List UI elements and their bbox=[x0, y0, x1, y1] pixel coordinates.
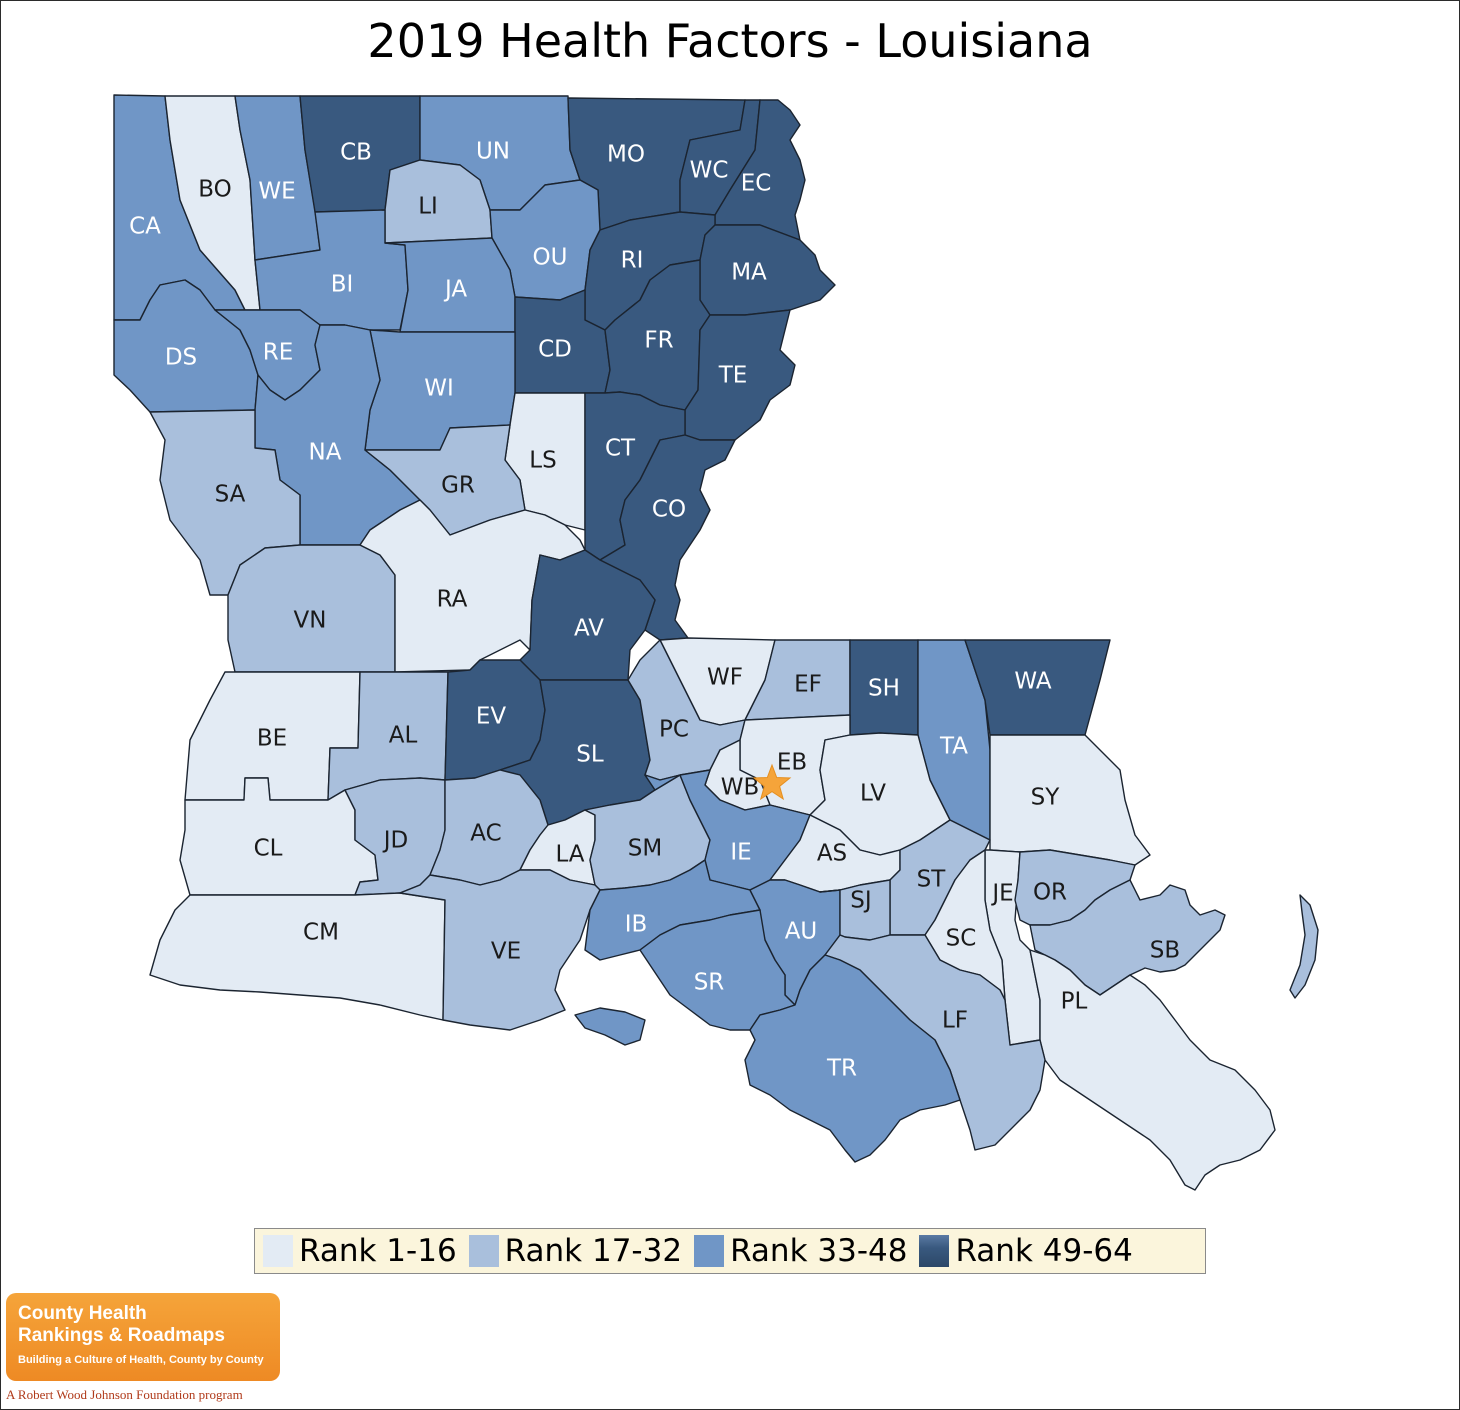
parish-label-ta: TA bbox=[939, 734, 968, 760]
parish-label-pl: PL bbox=[1061, 989, 1088, 1015]
parish-label-mo: MO bbox=[607, 142, 645, 168]
legend-label: Rank 33-48 bbox=[730, 1233, 908, 1269]
parish-sb-island[interactable] bbox=[1289, 894, 1319, 999]
parish-pl[interactable] bbox=[1029, 949, 1276, 1191]
parish-label-lf: LF bbox=[942, 1008, 968, 1034]
parish-label-lv: LV bbox=[860, 781, 886, 807]
parish-label-be: BE bbox=[257, 726, 287, 752]
parish-label-ac: AC bbox=[470, 821, 501, 847]
rwjf-program-note: A Robert Wood Johnson Foundation program bbox=[6, 1387, 243, 1402]
parish-ve[interactable] bbox=[399, 869, 601, 1031]
parish-label-ma: MA bbox=[731, 260, 767, 286]
parish-label-av: AV bbox=[574, 616, 604, 642]
parish-label-ou: OU bbox=[533, 245, 568, 271]
parish-label-sj: SJ bbox=[850, 888, 871, 914]
parish-label-ds: DS bbox=[165, 345, 197, 371]
legend-item: Rank 17-32 bbox=[468, 1233, 683, 1269]
parish-label-ra: RA bbox=[437, 587, 468, 613]
parish-te[interactable] bbox=[684, 309, 796, 441]
parish-label-ls: LS bbox=[529, 448, 556, 474]
legend-label: Rank 49-64 bbox=[955, 1233, 1133, 1269]
parish-label-pc: PC bbox=[659, 717, 689, 743]
parish-label-st: ST bbox=[917, 867, 947, 893]
map-title: 2019 Health Factors - Louisiana bbox=[367, 14, 1093, 68]
parish-label-la: LA bbox=[555, 842, 584, 868]
parish-label-sa: SA bbox=[215, 482, 246, 508]
parish-label-na: NA bbox=[309, 440, 342, 466]
county-health-rankings-logo[interactable]: County Health Rankings & Roadmaps Buildi… bbox=[6, 1293, 280, 1381]
parish-label-ca: CA bbox=[129, 214, 161, 240]
parish-label-vn: VN bbox=[294, 608, 327, 634]
legend-label: Rank 1-16 bbox=[299, 1233, 457, 1269]
parish-label-ev: EV bbox=[476, 704, 507, 730]
logo-line-2: Rankings & Roadmaps bbox=[18, 1325, 225, 1346]
parish-label-jd: JD bbox=[382, 828, 409, 854]
parish-ma[interactable] bbox=[699, 224, 836, 316]
parish-label-sh: SH bbox=[868, 676, 900, 702]
parish-label-ib: IB bbox=[625, 912, 648, 938]
parish-label-ef: EF bbox=[794, 672, 822, 698]
parish-label-sm: SM bbox=[628, 836, 662, 862]
map-legend: Rank 1-16 Rank 17-32 Rank 33-48 Rank 49-… bbox=[254, 1228, 1206, 1274]
legend-swatch bbox=[468, 1235, 499, 1267]
parish-label-sb: SB bbox=[1150, 938, 1180, 964]
parish-label-un: UN bbox=[476, 139, 510, 165]
parish-label-cl: CL bbox=[254, 836, 283, 862]
legend-label: Rank 17-32 bbox=[504, 1233, 683, 1269]
parish-label-fr: FR bbox=[644, 328, 673, 354]
parish-label-sl: SL bbox=[576, 742, 604, 768]
parish-label-cd: CD bbox=[538, 337, 572, 363]
legend-swatch bbox=[694, 1235, 725, 1267]
logo-tagline: Building a Culture of Health, County by … bbox=[18, 1354, 264, 1366]
parish-av[interactable] bbox=[519, 549, 656, 681]
parish-sy[interactable] bbox=[989, 734, 1151, 866]
parish-ec[interactable] bbox=[714, 99, 806, 241]
parish-label-eb: EB bbox=[777, 750, 807, 776]
parish-label-wi: WI bbox=[424, 376, 454, 402]
parish-label-cm: CM bbox=[303, 920, 339, 946]
parish-label-al: AL bbox=[389, 723, 418, 749]
parish-label-cb: CB bbox=[340, 140, 372, 166]
parish-label-co: CO bbox=[652, 497, 686, 523]
legend-item: Rank 49-64 bbox=[919, 1233, 1133, 1269]
parish-label-re: RE bbox=[263, 340, 294, 366]
parish-label-wc: WC bbox=[690, 158, 729, 184]
parish-label-au: AU bbox=[785, 919, 818, 945]
star-icon bbox=[752, 763, 792, 801]
parish-label-bo: BO bbox=[198, 177, 231, 203]
parish-cm[interactable] bbox=[149, 892, 446, 1021]
parish-label-we: WE bbox=[258, 179, 295, 205]
legend-swatch bbox=[263, 1235, 293, 1267]
parish-label-ja: JA bbox=[443, 277, 467, 303]
parish-label-as: AS bbox=[817, 841, 847, 867]
parish-label-ve: VE bbox=[491, 939, 521, 965]
parish-label-or: OR bbox=[1033, 880, 1067, 906]
parish-label-sy: SY bbox=[1031, 785, 1061, 811]
parish-label-sc: SC bbox=[946, 926, 977, 952]
parish-label-ie: IE bbox=[730, 840, 751, 866]
legend-item: Rank 1-16 bbox=[263, 1233, 457, 1269]
parish-label-te: TE bbox=[718, 363, 748, 389]
parish-sr-island[interactable] bbox=[574, 1007, 646, 1046]
parish-label-wa: WA bbox=[1014, 669, 1051, 695]
parish-label-bi: BI bbox=[331, 272, 354, 298]
legend-swatch bbox=[919, 1235, 950, 1267]
parish-label-ec: EC bbox=[741, 171, 772, 197]
parish-label-ri: RI bbox=[621, 248, 644, 274]
parish-label-wb: WB bbox=[721, 775, 760, 801]
parish-label-ct: CT bbox=[605, 436, 636, 462]
parish-label-gr: GR bbox=[441, 473, 475, 499]
parish-label-li: LI bbox=[418, 194, 438, 220]
parish-tr[interactable] bbox=[744, 954, 961, 1163]
legend-item: Rank 33-48 bbox=[694, 1233, 907, 1269]
parish-label-tr: TR bbox=[826, 1056, 857, 1082]
parish-label-wf: WF bbox=[707, 665, 743, 691]
logo-line-1: County Health bbox=[18, 1303, 147, 1324]
parish-label-je: JE bbox=[990, 881, 1013, 907]
parish-label-sr: SR bbox=[694, 970, 725, 996]
